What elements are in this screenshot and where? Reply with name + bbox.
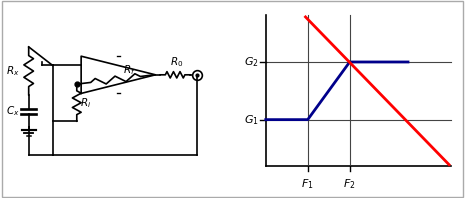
Text: $R_i$: $R_i$ xyxy=(80,96,91,110)
Text: $R_f$: $R_f$ xyxy=(123,63,136,77)
Text: $G_2$: $G_2$ xyxy=(245,55,259,69)
Text: $C_x$: $C_x$ xyxy=(7,104,20,118)
Text: $R_0$: $R_0$ xyxy=(170,55,183,69)
Text: $F_1$: $F_1$ xyxy=(301,177,314,191)
Text: $R_x$: $R_x$ xyxy=(7,64,20,78)
Text: $G_1$: $G_1$ xyxy=(244,113,259,127)
Text: $F_2$: $F_2$ xyxy=(344,177,356,191)
